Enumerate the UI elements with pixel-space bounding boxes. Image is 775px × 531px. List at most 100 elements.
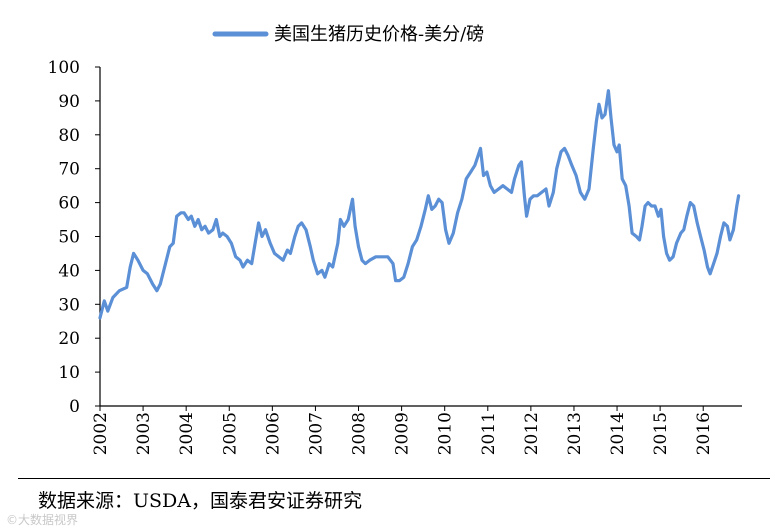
data-point <box>532 195 534 197</box>
y-tick-label: 100 <box>48 58 80 78</box>
data-point <box>235 256 237 258</box>
data-point <box>732 229 734 231</box>
data-point <box>142 269 144 271</box>
y-tick-label: 40 <box>58 261 80 281</box>
data-point <box>579 191 581 193</box>
data-point <box>309 246 311 248</box>
x-tick-label: 2007 <box>306 412 326 455</box>
data-point <box>132 252 134 254</box>
data-point <box>689 201 691 203</box>
data-point <box>289 252 291 254</box>
data-point <box>222 232 224 234</box>
data-point <box>219 235 221 237</box>
data-point <box>204 225 206 227</box>
data-point <box>703 249 705 251</box>
data-point <box>103 300 105 302</box>
data-point <box>709 273 711 275</box>
data-point <box>226 235 228 237</box>
data-point <box>407 262 409 264</box>
x-tick-label: 2015 <box>651 412 671 455</box>
data-point <box>448 242 450 244</box>
data-point <box>282 259 284 261</box>
data-point <box>729 239 731 241</box>
data-point <box>156 290 158 292</box>
data-point <box>567 154 569 156</box>
data-point <box>242 266 244 268</box>
data-point <box>693 205 695 207</box>
data-point <box>159 283 161 285</box>
data-point <box>254 242 256 244</box>
data-point <box>328 262 330 264</box>
data-point <box>107 310 109 312</box>
x-tick-label: 2003 <box>134 412 154 455</box>
data-point <box>520 161 522 163</box>
data-point <box>251 262 253 264</box>
data-point <box>650 205 652 207</box>
data-point <box>201 229 203 231</box>
data-point <box>403 276 405 278</box>
y-tick-label: 10 <box>58 363 80 383</box>
data-point <box>286 249 288 251</box>
data-point <box>631 232 633 234</box>
data-point <box>595 120 597 122</box>
data-point <box>477 154 479 156</box>
data-point <box>343 225 345 227</box>
data-point <box>264 229 266 231</box>
data-point <box>716 252 718 254</box>
data-point <box>723 222 725 224</box>
data-point <box>525 215 527 217</box>
legend: 美国生猪历史价格-美分/磅 <box>212 24 484 45</box>
data-point <box>172 242 174 244</box>
data-point <box>398 279 400 281</box>
x-tick-label: 2008 <box>350 412 370 455</box>
data-point <box>683 229 685 231</box>
x-tick-label: 2004 <box>177 412 197 455</box>
watermark: ©大数据视界 <box>6 513 79 527</box>
data-point <box>560 151 562 153</box>
data-point <box>316 273 318 275</box>
data-point <box>180 212 182 214</box>
x-tick-label: 2005 <box>220 412 240 455</box>
data-point <box>536 195 538 197</box>
data-point <box>625 185 627 187</box>
data-point <box>571 164 573 166</box>
data-point <box>607 90 609 92</box>
data-point <box>545 188 547 190</box>
source-note: 数据来源：USDA，国泰君安证券研究 <box>38 490 362 512</box>
data-point <box>465 178 467 180</box>
data-point <box>364 262 366 264</box>
data-point <box>618 144 620 146</box>
data-point <box>696 222 698 224</box>
data-point <box>351 198 353 200</box>
data-point <box>278 256 280 258</box>
data-point <box>294 235 296 237</box>
x-tick-label: 2006 <box>263 412 283 455</box>
y-tick-label: 50 <box>58 228 80 248</box>
data-point <box>321 269 323 271</box>
data-point <box>361 259 363 261</box>
y-tick-label: 30 <box>58 295 80 315</box>
data-point <box>112 296 114 298</box>
data-point <box>635 235 637 237</box>
data-point <box>598 103 600 105</box>
data-point <box>246 259 248 261</box>
data-point <box>151 283 153 285</box>
data-point <box>438 198 440 200</box>
data-point <box>699 235 701 237</box>
data-point <box>563 147 565 149</box>
data-point <box>726 225 728 227</box>
data-point <box>190 215 192 217</box>
legend-label: 美国生猪历史价格-美分/磅 <box>274 24 484 45</box>
y-tick-label: 70 <box>58 160 80 180</box>
data-point <box>424 208 426 210</box>
data-point <box>176 215 178 217</box>
data-point <box>297 225 299 227</box>
data-point <box>337 242 339 244</box>
data-point <box>207 232 209 234</box>
data-point <box>644 205 646 207</box>
data-point <box>273 252 275 254</box>
data-point <box>662 235 664 237</box>
x-tick-label: 2016 <box>694 412 714 455</box>
data-point <box>339 218 341 220</box>
data-point <box>392 262 394 264</box>
